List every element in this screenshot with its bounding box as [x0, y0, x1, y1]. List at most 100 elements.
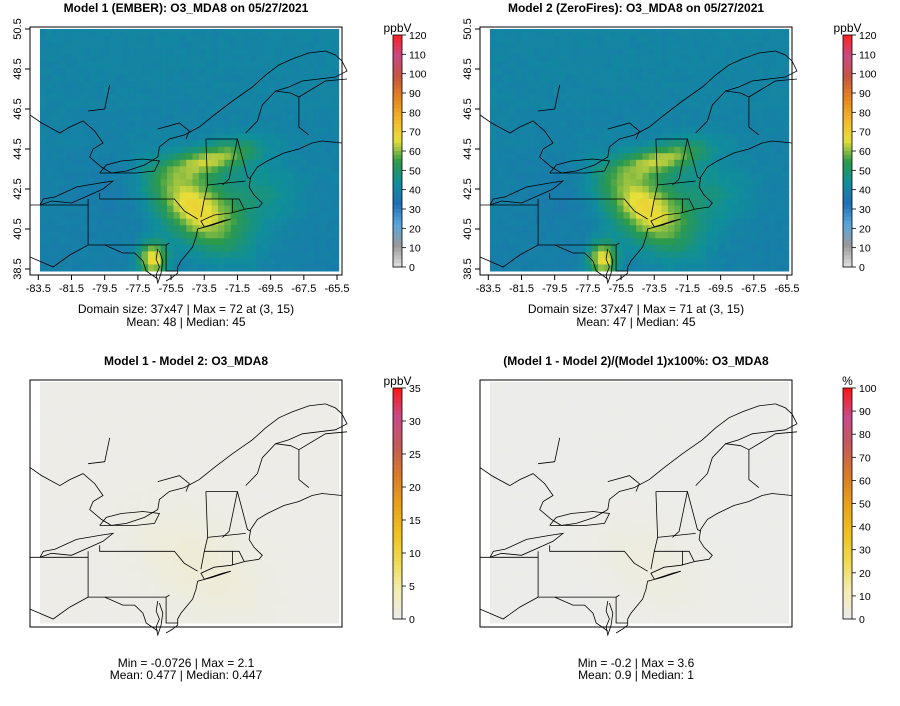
heatmap	[489, 29, 790, 272]
colorbar-tick-label: 0	[859, 614, 865, 626]
x-tick-label: -75.5	[609, 283, 634, 295]
colorbar-tick-label: 80	[859, 107, 871, 119]
colorbar-tick-label: 110	[409, 49, 426, 61]
panel-title: Model 1 (EMBER): O3_MDA8 on 05/27/2021	[64, 1, 309, 15]
panel-model2: Model 2 (ZeroFires): O3_MDA8 on 05/27/20…	[462, 1, 877, 329]
colorbar-tick-label: 20	[859, 223, 871, 235]
stats-line-1: Domain size: 37x47 | Max = 72 at (3, 15)	[78, 302, 294, 316]
colorbar-tick-label: 80	[409, 107, 421, 119]
y-tick-label: 50.5	[12, 18, 24, 39]
colorbar: ppbV 0 5 10 15 20 25 30 35	[383, 374, 420, 626]
stats-line-1: Min = -0.0726 | Max = 2.1	[118, 656, 255, 670]
colorbar-tick-label: 10	[859, 591, 871, 603]
colorbar-tick-label: 70	[409, 127, 421, 139]
x-axis: -83.5 -81.5 -79.5 -77.5 -75.5 -73.5 -71.5 -69.5…	[26, 275, 350, 295]
x-tick-label: -77.5	[125, 283, 150, 295]
stats-line-1: Domain size: 37x47 | Max = 71 at (3, 15)	[528, 302, 744, 316]
x-tick-label: -65.5	[774, 283, 799, 295]
stats-line-2: Mean: 48 | Median: 45	[126, 315, 246, 329]
x-tick-label: -81.5	[509, 283, 534, 295]
x-tick-label: -83.5	[476, 283, 501, 295]
x-axis: -83.5 -81.5 -79.5 -77.5 -75.5 -73.5 -71.5 -69.5…	[476, 275, 800, 295]
y-axis: 38.5 40.5 42.5 44.5 46.5 48.5 50.5	[462, 18, 480, 280]
stats-line-2: Mean: 47 | Median: 45	[576, 315, 696, 329]
colorbar-unit: ppbV	[383, 374, 411, 388]
colorbar-tick-label: 70	[859, 127, 871, 139]
colorbar-tick-label: 40	[409, 185, 421, 197]
colorbar-tick-label: 60	[859, 475, 871, 487]
colorbar-tick-label: 50	[409, 165, 421, 177]
x-tick-label: -65.5	[324, 283, 349, 295]
colorbar: % 0 10 20 30 40 50 60 70 80 90 100	[842, 374, 877, 626]
panel-percent-difference: (Model 1 - Model 2)/(Model 1)x100%: O3_M…	[479, 354, 877, 682]
y-tick-label: 50.5	[462, 18, 474, 39]
map-outlines	[29, 403, 348, 637]
colorbar-tick-label: 100	[409, 69, 427, 81]
x-tick-label: -71.5	[225, 283, 250, 295]
colorbar-tick-label: 10	[859, 243, 871, 255]
x-tick-label: -77.5	[575, 283, 600, 295]
panel-title: Model 1 - Model 2: O3_MDA8	[104, 354, 268, 368]
colorbar-tick-label: 60	[859, 146, 871, 158]
x-tick-label: -83.5	[26, 283, 51, 295]
colorbar-tick-label: 50	[859, 165, 871, 177]
colorbar-tick-label: 40	[859, 522, 871, 534]
y-tick-label: 44.5	[12, 138, 24, 159]
plot-frame	[29, 26, 343, 276]
x-tick-label: -73.5	[642, 283, 667, 295]
y-tick-label: 42.5	[462, 178, 474, 199]
colorbar-tick-label: 0	[859, 262, 865, 274]
colorbar-tick-label: 100	[859, 383, 877, 395]
x-tick-label: -69.5	[708, 283, 733, 295]
y-tick-label: 40.5	[12, 218, 24, 239]
colorbar-tick-label: 90	[409, 88, 421, 100]
map-outlines	[29, 50, 348, 285]
colorbar-tick-label: 30	[859, 204, 871, 216]
colorbar-tick-label: 0	[409, 614, 415, 626]
colorbar-unit: ppbV	[833, 21, 861, 35]
panel-difference: Model 1 - Model 2: O3_MDA8 ppbV 0 5 10 15 20 25…	[29, 354, 421, 682]
y-tick-label: 40.5	[462, 218, 474, 239]
plot-frame	[479, 379, 793, 628]
x-tick-label: -79.5	[542, 283, 567, 295]
stats-line-2: Mean: 0.477 | Median: 0.447	[110, 668, 263, 682]
colorbar-tick-label: 35	[409, 383, 421, 395]
map-outlines	[479, 50, 798, 285]
heatmap	[39, 29, 340, 272]
colorbar-tick-label: 5	[409, 581, 415, 593]
colorbar-tick-label: 120	[409, 30, 427, 42]
x-tick-label: -71.5	[675, 283, 700, 295]
colorbar-tick-label: 15	[409, 515, 421, 527]
map-outlines	[479, 403, 798, 637]
x-tick-label: -67.5	[741, 283, 766, 295]
x-tick-label: -69.5	[258, 283, 283, 295]
colorbar-tick-label: 0	[409, 262, 415, 274]
colorbar-tick-label: 70	[859, 452, 871, 464]
y-tick-label: 48.5	[462, 58, 474, 79]
colorbar-tick-label: 60	[409, 146, 421, 158]
colorbar: ppbV 0 10 20 30 40 50 60 70 80 90 100 110 120	[383, 21, 426, 274]
panel-title: (Model 1 - Model 2)/(Model 1)x100%: O3_M…	[503, 354, 769, 368]
plot-frame	[479, 26, 793, 276]
y-tick-label: 42.5	[12, 178, 24, 199]
x-tick-label: -67.5	[291, 283, 316, 295]
colorbar-tick-label: 120	[859, 30, 877, 42]
x-tick-label: -79.5	[92, 283, 117, 295]
y-tick-label: 46.5	[462, 98, 474, 119]
colorbar-tick-label: 10	[409, 243, 421, 255]
colorbar-tick-label: 110	[859, 49, 876, 61]
stats-line-2: Mean: 0.9 | Median: 1	[578, 668, 694, 682]
panel-title: Model 2 (ZeroFires): O3_MDA8 on 05/27/20…	[508, 1, 764, 15]
plot-frame	[29, 379, 343, 628]
colorbar-unit: %	[842, 374, 853, 388]
x-tick-label: -75.5	[159, 283, 184, 295]
x-tick-label: -73.5	[192, 283, 217, 295]
colorbar-tick-label: 20	[409, 482, 421, 494]
colorbar-tick-label: 100	[859, 69, 877, 81]
colorbar-tick-label: 30	[409, 204, 421, 216]
colorbar-tick-label: 80	[859, 429, 871, 441]
colorbar-unit: ppbV	[383, 21, 411, 35]
colorbar-tick-label: 50	[859, 499, 871, 511]
x-tick-label: -81.5	[59, 283, 84, 295]
